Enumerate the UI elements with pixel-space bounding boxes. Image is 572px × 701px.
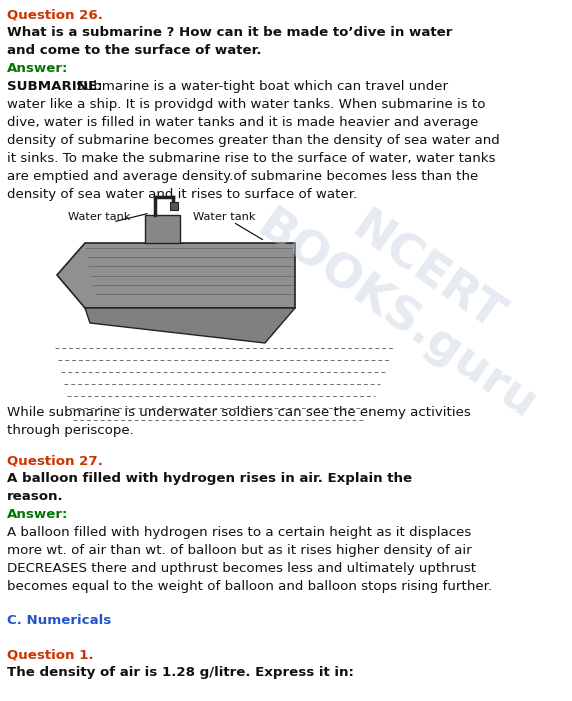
Text: are emptied and average density.of submarine becomes less than the: are emptied and average density.of subma… bbox=[7, 170, 478, 183]
Text: Question 1.: Question 1. bbox=[7, 648, 93, 661]
Text: Water tank: Water tank bbox=[68, 212, 130, 222]
Text: SUBMARINE:: SUBMARINE: bbox=[7, 80, 102, 93]
Text: Water tank: Water tank bbox=[193, 212, 256, 222]
Text: becomes equal to the weight of balloon and balloon stops rising further.: becomes equal to the weight of balloon a… bbox=[7, 580, 492, 593]
Text: through periscope.: through periscope. bbox=[7, 424, 134, 437]
Text: While submarine is underwater soldiers can see the enemy activities: While submarine is underwater soldiers c… bbox=[7, 406, 471, 419]
Text: more wt. of air than wt. of balloon but as it rises higher density of air: more wt. of air than wt. of balloon but … bbox=[7, 544, 471, 557]
Text: A balloon filled with hydrogen rises in air. Explain the: A balloon filled with hydrogen rises in … bbox=[7, 472, 412, 485]
Text: DECREASES there and upthrust becomes less and ultimately upthrust: DECREASES there and upthrust becomes les… bbox=[7, 562, 476, 575]
Text: and come to the surface of water.: and come to the surface of water. bbox=[7, 44, 261, 57]
Text: water like a ship. It is providgd with water tanks. When submarine is to: water like a ship. It is providgd with w… bbox=[7, 98, 486, 111]
Text: C. Numericals: C. Numericals bbox=[7, 614, 111, 627]
Text: density of sea water and it rises to surface of water.: density of sea water and it rises to sur… bbox=[7, 188, 357, 201]
Text: it sinks. To make the submarine rise to the surface of water, water tanks: it sinks. To make the submarine rise to … bbox=[7, 152, 495, 165]
Polygon shape bbox=[57, 243, 295, 308]
Text: dive, water is filled in water tanks and it is made heavier and average: dive, water is filled in water tanks and… bbox=[7, 116, 478, 129]
Text: The density of air is 1.28 g/litre. Express it in:: The density of air is 1.28 g/litre. Expr… bbox=[7, 666, 353, 679]
Bar bbox=[145, 215, 180, 243]
Polygon shape bbox=[85, 308, 295, 343]
Text: reason.: reason. bbox=[7, 490, 63, 503]
Text: Answer:: Answer: bbox=[7, 62, 68, 75]
Text: NCERT
BOOKS.guru: NCERT BOOKS.guru bbox=[249, 160, 572, 429]
Text: Question 26.: Question 26. bbox=[7, 8, 103, 21]
Text: density of submarine becomes greater than the density of sea water and: density of submarine becomes greater tha… bbox=[7, 134, 499, 147]
Bar bbox=[170, 202, 178, 210]
Text: Submarine is a water-tight boat which can travel under: Submarine is a water-tight boat which ca… bbox=[72, 80, 448, 93]
Text: What is a submarine ? How can it be made to’dive in water: What is a submarine ? How can it be made… bbox=[7, 26, 452, 39]
Text: Question 27.: Question 27. bbox=[7, 454, 103, 467]
Text: A balloon filled with hydrogen rises to a certain height as it displaces: A balloon filled with hydrogen rises to … bbox=[7, 526, 471, 539]
Text: Answer:: Answer: bbox=[7, 508, 68, 521]
